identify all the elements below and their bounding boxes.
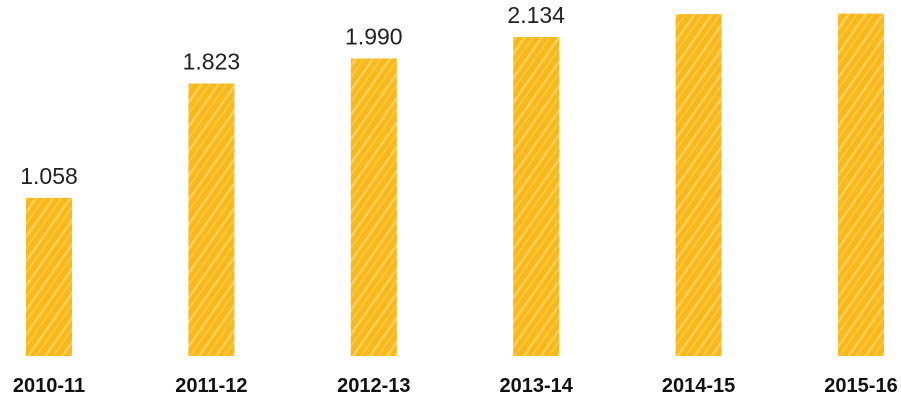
bar-2013-14 xyxy=(513,37,560,356)
category-label-2015-16: 2015-16 xyxy=(824,375,897,396)
category-labels-group: 2010-11 2011-12 2012-13 2013-14 2014-15 2015-… xyxy=(13,375,898,396)
value-labels-group: 1.058 1.823 1.990 2.134 2.287 2.290 xyxy=(20,0,890,189)
value-label-2011-12: 1.823 xyxy=(183,49,241,75)
value-label-2012-13: 1.990 xyxy=(345,24,403,50)
category-label-2011-12: 2011-12 xyxy=(175,375,247,396)
bar-2012-13 xyxy=(350,58,397,356)
bars-group xyxy=(26,13,884,356)
value-label-2014-15: 2.287 xyxy=(670,0,728,5)
category-label-2014-15: 2014-15 xyxy=(662,375,735,396)
bar-2011-12 xyxy=(188,83,235,356)
category-label-2010-11: 2010-11 xyxy=(13,375,85,396)
value-label-2013-14: 2.134 xyxy=(507,2,565,28)
category-label-2013-14: 2013-14 xyxy=(499,375,573,396)
value-label-2015-16: 2.290 xyxy=(832,0,890,5)
value-label-2010-11: 1.058 xyxy=(20,163,78,189)
bar-2015-16 xyxy=(838,13,884,356)
category-label-2012-13: 2012-13 xyxy=(337,375,410,396)
bar-2014-15 xyxy=(675,14,722,356)
bar-2010-11 xyxy=(26,197,72,356)
